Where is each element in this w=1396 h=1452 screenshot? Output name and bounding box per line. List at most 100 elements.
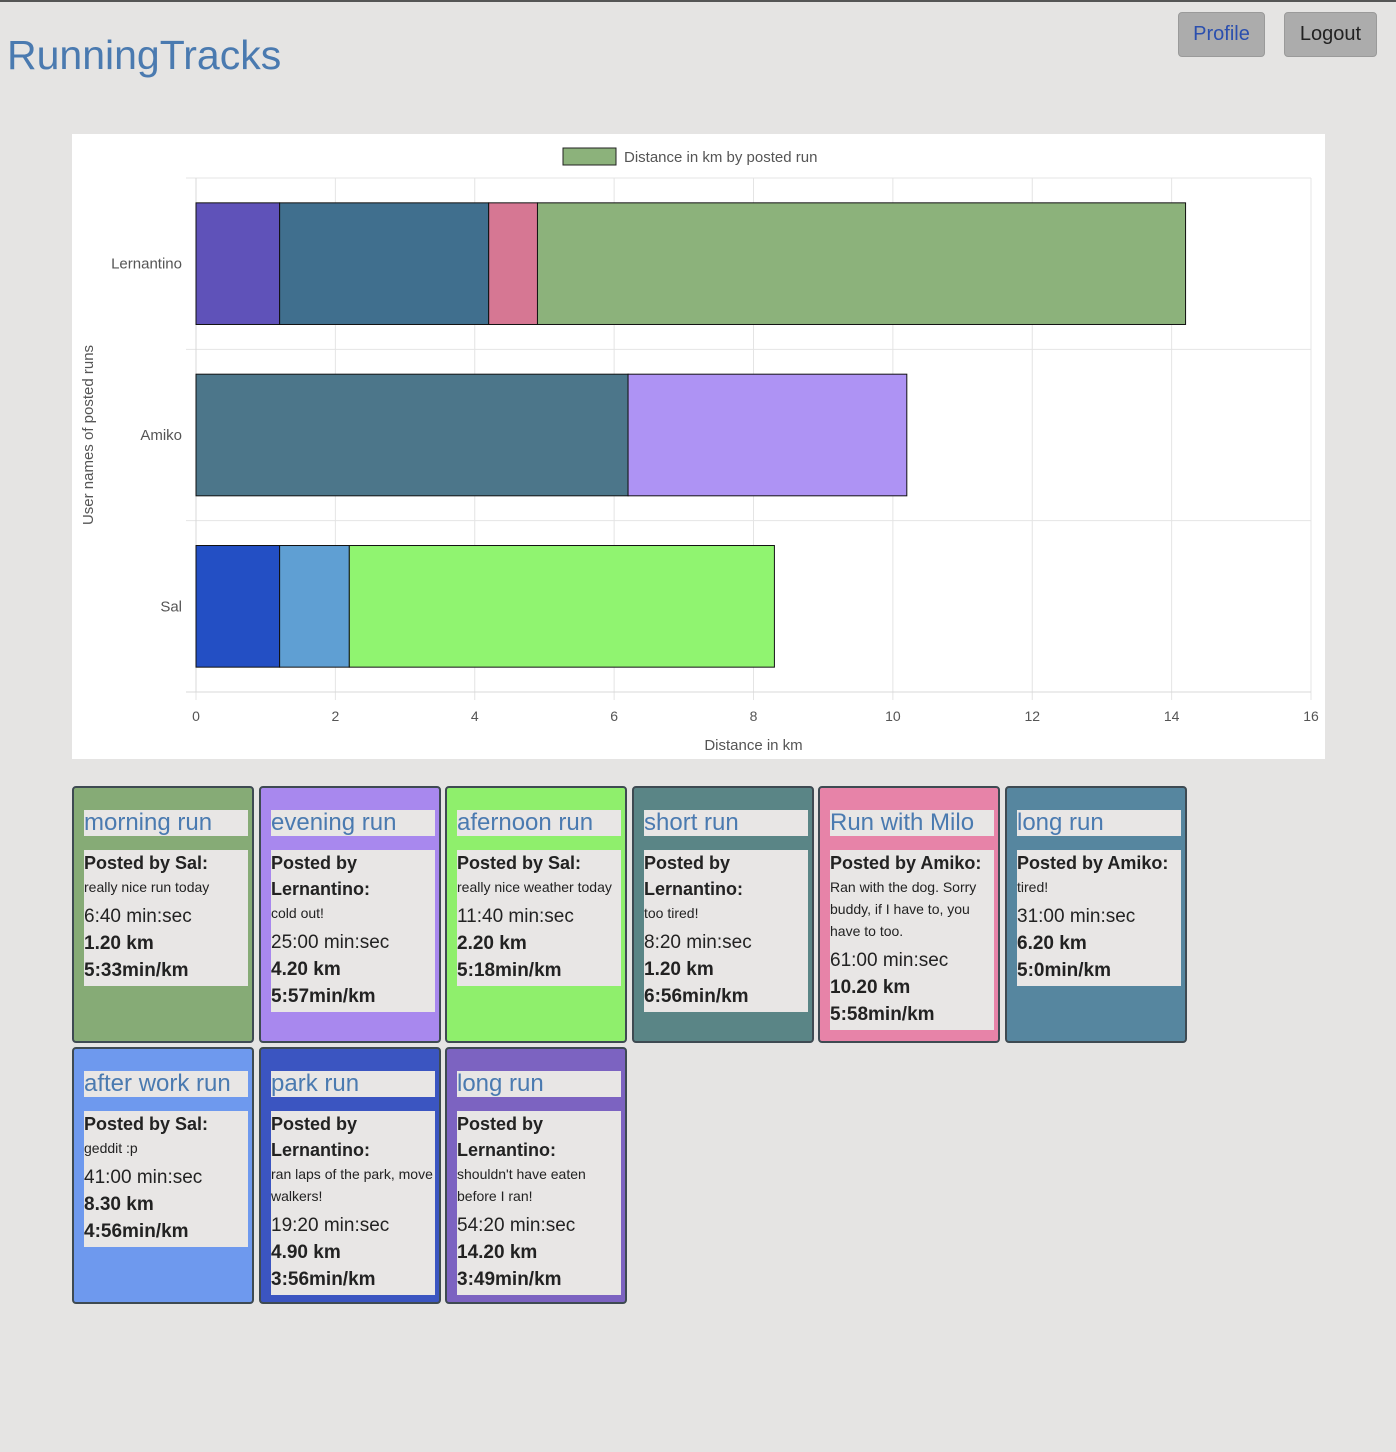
run-details: Posted by Amiko: tired! 31:00 min:sec 6.20 … <box>1017 850 1181 986</box>
run-distance: 1.20 km <box>84 933 154 954</box>
run-distance: 6.20 km <box>1017 933 1087 954</box>
run-author: Posted by Lernantino: <box>457 1114 556 1160</box>
run-author: Posted by Lernantino: <box>271 853 370 899</box>
run-title: after work run <box>84 1071 248 1097</box>
run-distance: 4.20 km <box>271 959 341 980</box>
x-tick-label: 12 <box>1024 708 1040 724</box>
run-title: evening run <box>271 810 435 836</box>
run-card[interactable]: short run Posted by Lernantino: too tired!… <box>632 786 814 1043</box>
run-pace: 3:56min/km <box>271 1269 376 1290</box>
run-distance: 2.20 km <box>457 933 527 954</box>
run-card[interactable]: long run Posted by Amiko: tired! 31:00 min:… <box>1005 786 1187 1043</box>
bar-segment <box>279 202 490 325</box>
y-axis-title: User names of posted runs <box>80 345 97 525</box>
run-distance: 4.90 km <box>271 1242 341 1263</box>
run-pace: 5:33min/km <box>84 960 189 981</box>
legend-label: Distance in km by posted run <box>624 149 817 166</box>
run-distance: 8.30 km <box>84 1194 154 1215</box>
run-details: Posted by Lernantino: cold out! 25:00 min:… <box>271 850 435 1012</box>
bar-segment <box>195 545 281 668</box>
run-distance: 1.20 km <box>644 959 714 980</box>
run-description: cold out! <box>271 905 324 921</box>
run-pace: 5:57min/km <box>271 986 376 1007</box>
run-details: Posted by Sal: really nice run today 6:40 … <box>84 850 248 986</box>
run-description: ran laps of the park, move walkers! <box>271 1166 433 1204</box>
run-card[interactable]: park run Posted by Lernantino: ran laps of… <box>259 1047 441 1304</box>
run-pace: 5:18min/km <box>457 960 562 981</box>
bar-segment <box>195 202 281 325</box>
run-time: 25:00 min:sec <box>271 932 390 953</box>
run-description: Ran with the dog. Sorry buddy, if I have… <box>830 879 977 939</box>
run-author: Posted by Sal: <box>84 1114 209 1134</box>
run-details: Posted by Lernantino: ran laps of the par… <box>271 1111 435 1295</box>
run-description: too tired! <box>644 905 699 921</box>
run-card[interactable]: Run with Milo Posted by Amiko: Ran with th… <box>818 786 1000 1043</box>
run-pace: 5:0min/km <box>1017 960 1111 981</box>
y-tick-label: Amiko <box>140 427 182 444</box>
run-time: 19:20 min:sec <box>271 1215 390 1236</box>
logout-button[interactable]: Logout <box>1284 12 1377 57</box>
y-tick-label: Lernantino <box>111 256 182 273</box>
run-details: Posted by Sal: really nice weather today 1… <box>457 850 621 986</box>
x-tick-label: 8 <box>750 708 758 724</box>
run-time: 54:20 min:sec <box>457 1215 576 1236</box>
run-card[interactable]: after work run Posted by Sal: geddit :p 41:… <box>72 1047 254 1304</box>
run-time: 8:20 min:sec <box>644 932 752 953</box>
bar-segment <box>488 202 538 325</box>
profile-button[interactable]: Profile <box>1178 12 1265 57</box>
run-description: really nice run today <box>84 879 210 895</box>
run-description: geddit :p <box>84 1140 138 1156</box>
x-tick-label: 10 <box>885 708 901 724</box>
app-title: RunningTracks <box>7 32 282 78</box>
run-card[interactable]: morning run Posted by Sal: really nice run… <box>72 786 254 1043</box>
run-title: afernoon run <box>457 810 621 836</box>
run-title: long run <box>1017 810 1181 836</box>
run-details: Posted by Lernantino: shouldn't have eate… <box>457 1111 621 1295</box>
run-author: Posted by Amiko: <box>1017 853 1169 873</box>
run-card[interactable]: long run Posted by Lernantino: shouldn't h… <box>445 1047 627 1304</box>
run-author: Posted by Lernantino: <box>644 853 743 899</box>
bar-segment <box>536 202 1187 325</box>
run-description: tired! <box>1017 879 1049 895</box>
run-description: shouldn't have eaten before I ran! <box>457 1166 586 1204</box>
run-author: Posted by Amiko: <box>830 853 982 873</box>
run-description: really nice weather today <box>457 879 612 895</box>
x-tick-label: 14 <box>1164 708 1180 724</box>
run-title: long run <box>457 1071 621 1097</box>
run-pace: 4:56min/km <box>84 1221 189 1242</box>
run-distance: 14.20 km <box>457 1242 538 1263</box>
bar-segment <box>279 545 350 668</box>
x-tick-label: 6 <box>610 708 618 724</box>
run-time: 31:00 min:sec <box>1017 906 1136 927</box>
run-title: short run <box>644 810 808 836</box>
run-card[interactable]: evening run Posted by Lernantino: cold out… <box>259 786 441 1043</box>
run-pace: 3:49min/km <box>457 1269 562 1290</box>
run-details: Posted by Amiko: Ran with the dog. Sorry … <box>830 850 994 1030</box>
bar-segment <box>627 373 908 497</box>
bar-segment <box>348 545 775 668</box>
x-axis-title: Distance in km <box>704 737 802 754</box>
run-distance: 10.20 km <box>830 977 911 998</box>
run-author: Posted by Lernantino: <box>271 1114 370 1160</box>
legend-swatch <box>562 147 617 166</box>
run-author: Posted by Sal: <box>457 853 582 873</box>
x-tick-label: 0 <box>192 708 200 724</box>
distance-chart: 0 2 4 6 8 10 12 14 16 Lernantino Amiko Sal Distance … <box>72 134 1325 759</box>
run-title: Run with Milo <box>830 810 994 836</box>
chart-svg: 0 2 4 6 8 10 12 14 16 Lernantino Amiko Sal Distance … <box>80 147 1319 754</box>
run-card[interactable]: afernoon run Posted by Sal: really nice we… <box>445 786 627 1043</box>
run-time: 41:00 min:sec <box>84 1167 203 1188</box>
run-pace: 6:56min/km <box>644 986 749 1007</box>
x-tick-label: 2 <box>331 708 339 724</box>
bar-segment <box>195 373 629 497</box>
y-tick-label: Sal <box>160 598 182 615</box>
run-pace: 5:58min/km <box>830 1004 935 1025</box>
run-title: park run <box>271 1071 435 1097</box>
x-tick-label: 16 <box>1303 708 1319 724</box>
run-details: Posted by Lernantino: too tired! 8:20 min:… <box>644 850 808 1012</box>
run-time: 61:00 min:sec <box>830 950 949 971</box>
x-tick-label: 4 <box>471 708 479 724</box>
run-time: 11:40 min:sec <box>457 906 574 927</box>
run-details: Posted by Sal: geddit :p 41:00 min:sec 8.30… <box>84 1111 248 1247</box>
run-author: Posted by Sal: <box>84 853 209 873</box>
